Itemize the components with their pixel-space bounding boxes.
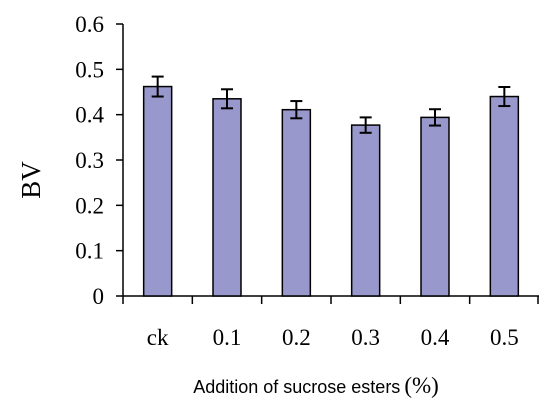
x-tick-labels: ck 0.1 0.2 0.3 0.4 0.5 [147,325,519,350]
bar-0.5 [489,95,520,297]
error-bars [151,75,511,134]
x-axis-label-text: Addition of sucrose esters [193,377,400,397]
y-tick-label: 0.4 [75,103,104,128]
error-bar-0.4 [429,108,441,127]
x-tick-label: 0.2 [282,325,311,350]
x-tick-label: ck [147,325,169,350]
error-bar-ck [151,75,164,98]
y-tick-labels: 0 0.1 0.2 0.3 0.4 0.5 0.6 [75,12,104,309]
y-axis [116,23,124,297]
x-tick-label: 0.5 [490,325,519,350]
error-bar-0.3 [359,116,372,134]
y-tick-label: 0.2 [75,193,104,218]
error-bar-0.5 [498,86,511,108]
bar-ck [142,85,173,297]
x-tick-label: 0.4 [421,325,450,350]
x-axis-label-unit: (%) [404,373,438,398]
y-tick-label: 0.3 [75,148,104,173]
y-tick-label: 0.5 [75,57,104,82]
y-tick-label: 0.1 [75,239,104,264]
error-bar-0.2 [290,100,303,120]
x-axis-label: Addition of sucrose esters (%) [193,373,439,398]
x-tick-label: 0.3 [351,325,380,350]
bars [142,85,520,297]
bar-0.3 [350,124,381,297]
x-tick-label: 0.1 [213,325,242,350]
bar-0.2 [281,108,312,297]
y-tick-label: 0.6 [75,12,104,37]
bar-0.4 [420,116,450,297]
y-tick-label: 0 [93,284,105,309]
bar-0.1 [212,98,242,297]
error-bar-0.1 [221,88,233,110]
y-axis-label: BV [16,161,46,199]
x-axis [122,295,539,304]
